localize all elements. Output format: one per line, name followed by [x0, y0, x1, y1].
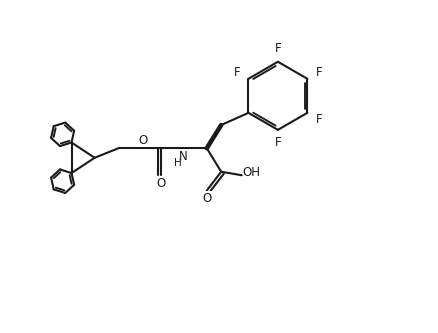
Text: F: F [275, 137, 281, 150]
Text: O: O [157, 176, 166, 189]
Text: O: O [202, 192, 212, 205]
Text: N: N [179, 151, 187, 164]
Text: F: F [275, 42, 281, 55]
Text: O: O [138, 134, 147, 147]
Text: F: F [315, 113, 322, 126]
Text: H: H [174, 158, 182, 167]
Text: F: F [234, 66, 240, 79]
Text: OH: OH [242, 166, 260, 179]
Text: F: F [315, 66, 322, 79]
